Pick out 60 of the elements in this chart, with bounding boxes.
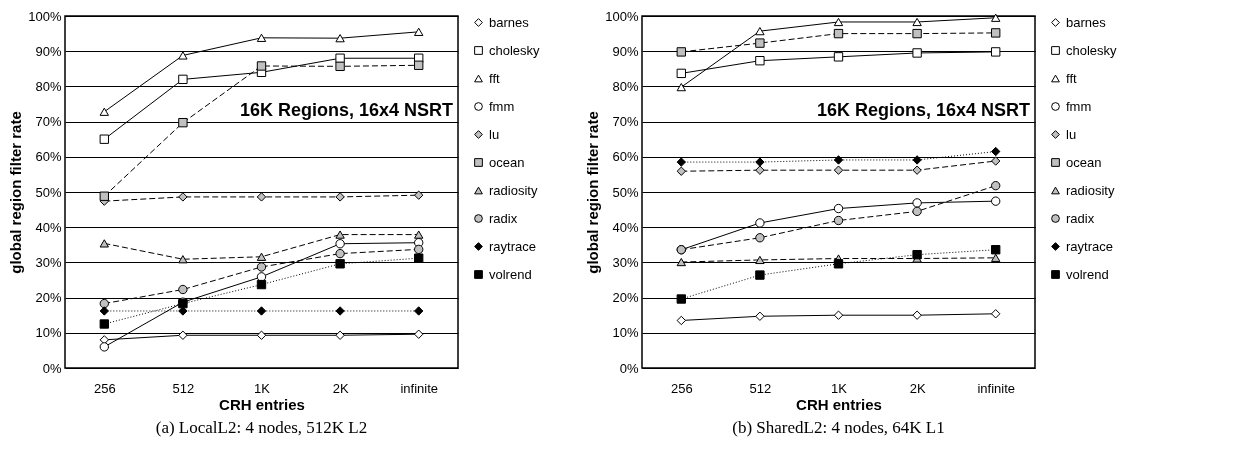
annotation: 16K Regions, 16x4 NSRT: [239, 100, 453, 120]
x-tick-label: 512: [172, 380, 195, 396]
y-tick-label: 100%: [28, 8, 62, 24]
x-tick-label: 256: [93, 380, 116, 396]
y-tick-label: 30%: [612, 254, 639, 270]
y-tick-label: 0%: [42, 360, 62, 376]
legend-label: volrend: [1066, 266, 1109, 282]
legend-label: cholesky: [1066, 42, 1118, 58]
legend-label: fft: [489, 70, 500, 86]
legend-label: radix: [489, 210, 518, 226]
y-tick-label: 30%: [35, 254, 62, 270]
x-tick-label: 256: [670, 380, 693, 396]
y-tick-label: 60%: [612, 149, 639, 165]
x-tick-label: 2K: [332, 380, 349, 396]
x-tick-label: infinite: [400, 380, 438, 396]
x-tick-label: infinite: [977, 380, 1015, 396]
x-axis-title: CRH entries: [219, 395, 305, 413]
annotation: 16K Regions, 16x4 NSRT: [816, 100, 1030, 120]
y-tick-label: 50%: [35, 184, 62, 200]
text: (b) SharedL2: 4 nodes, 64K L1: [732, 418, 945, 437]
y-tick-label: 20%: [35, 290, 62, 306]
y-tick-label: 0%: [619, 360, 639, 376]
legend-label: ocean: [489, 154, 525, 170]
y-tick-label: 40%: [35, 219, 62, 235]
legend-label: fmm: [1066, 98, 1092, 114]
y-tick-label: 80%: [612, 78, 639, 94]
y-tick-label: 80%: [35, 78, 62, 94]
legend-label: raytrace: [1066, 238, 1113, 254]
legend-label: ocean: [1066, 154, 1102, 170]
y-tick-label: 50%: [612, 184, 639, 200]
legend-label: lu: [1066, 126, 1077, 142]
y-tick-label: 20%: [612, 290, 639, 306]
y-tick-label: 60%: [35, 149, 62, 165]
y-tick-label: 10%: [612, 325, 639, 341]
legend-label: fmm: [489, 98, 515, 114]
y-tick-label: 70%: [35, 114, 62, 130]
y-tick-label: 90%: [35, 43, 62, 59]
y-tick-label: 100%: [605, 8, 639, 24]
legend-label: volrend: [489, 266, 532, 282]
legend-label: lu: [489, 126, 500, 142]
x-tick-label: 512: [749, 380, 772, 396]
y-axis-title: global region filter rate: [7, 111, 25, 274]
y-tick-label: 90%: [612, 43, 639, 59]
legend-label: barnes: [1066, 14, 1107, 30]
text: (a) LocalL2: 4 nodes, 512K L2: [155, 418, 368, 437]
legend-label: barnes: [489, 14, 530, 30]
y-tick-label: 40%: [612, 219, 639, 235]
legend-label: radix: [1066, 210, 1095, 226]
legend-label: radiosity: [1066, 182, 1115, 198]
x-axis-title: CRH entries: [796, 395, 882, 413]
y-tick-label: 10%: [35, 325, 62, 341]
legend-label: fft: [1066, 70, 1077, 86]
legend-label: raytrace: [489, 238, 536, 254]
x-tick-label: 1K: [254, 380, 271, 396]
legend-label: radiosity: [489, 182, 538, 198]
legend-label: cholesky: [489, 42, 541, 58]
x-tick-label: 2K: [909, 380, 926, 396]
y-axis-title: global region filter rate: [584, 111, 602, 274]
y-tick-label: 70%: [612, 114, 639, 130]
x-tick-label: 1K: [831, 380, 848, 396]
